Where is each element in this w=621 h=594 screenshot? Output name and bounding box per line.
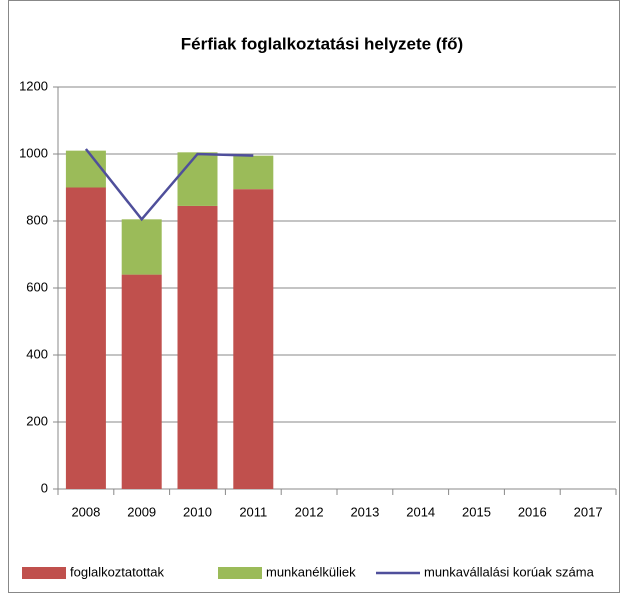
chart-title: Férfiak foglalkoztatási helyzete (fő) — [181, 34, 463, 53]
bar-segment — [121, 219, 162, 275]
x-tick-label: 2015 — [462, 504, 491, 519]
y-tick-label: 800 — [26, 212, 48, 227]
bar-segment — [177, 152, 218, 206]
bar-segment — [233, 189, 274, 490]
x-tick-label: 2013 — [350, 504, 379, 519]
x-tick-label: 2011 — [239, 504, 267, 519]
y-tick-label: 0 — [41, 480, 48, 495]
legend-swatch — [22, 567, 66, 579]
y-tick-label: 1200 — [19, 78, 48, 93]
x-tick-label: 2016 — [518, 504, 547, 519]
x-tick-label: 2017 — [574, 504, 603, 519]
y-tick-label: 1000 — [19, 145, 48, 160]
x-tick-label: 2014 — [406, 504, 435, 519]
legend-label: foglalkoztatottak — [70, 564, 164, 579]
legend-label: munkavállalási korúak száma — [424, 564, 595, 579]
x-tick-label: 2012 — [295, 504, 324, 519]
bar-segment — [121, 274, 162, 489]
bar-segment — [177, 205, 218, 490]
line — [84, 148, 254, 222]
legend-label: munkanélküliek — [266, 564, 356, 579]
bar-segment — [65, 187, 106, 489]
bar-segment — [65, 150, 106, 188]
y-tick-label: 200 — [26, 413, 48, 428]
x-tick-label: 2009 — [127, 504, 156, 519]
y-tick-label: 400 — [26, 346, 48, 361]
y-tick-label: 600 — [26, 279, 48, 294]
legend-swatch — [218, 567, 262, 579]
bar-segment — [233, 155, 274, 190]
chart-border — [8, 0, 620, 593]
x-tick-label: 2008 — [71, 504, 100, 519]
x-tick-label: 2010 — [183, 504, 212, 519]
